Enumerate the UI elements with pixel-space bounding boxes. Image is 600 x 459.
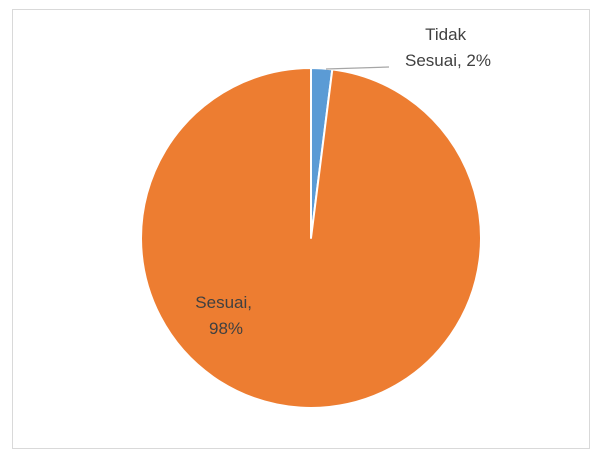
pie-slice-sesuai [140,67,482,409]
leader-line-tidak-sesuai [325,66,390,70]
data-label-sesuai: Sesuai, 98% [195,293,256,338]
data-label-tidak-sesuai: Tidak Sesuai, 2% [405,25,491,70]
data-label-tidak-sesuai-line1: Tidak [425,25,466,44]
pie-slices [140,67,482,409]
data-label-sesuai-line1: Sesuai, [195,293,252,312]
data-label-tidak-sesuai-line2: Sesuai, 2% [405,51,491,70]
data-label-sesuai-line2: 98% [209,319,243,338]
